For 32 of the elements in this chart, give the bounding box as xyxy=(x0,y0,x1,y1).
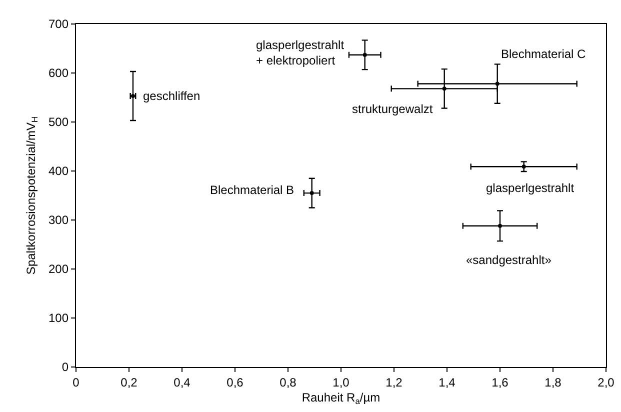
x-tick-label: 2,0 xyxy=(598,376,615,390)
y-tick-label: 400 xyxy=(48,164,69,178)
point xyxy=(310,191,314,196)
annotation: Blechmaterial C xyxy=(501,47,586,61)
x-tick-label: 1,2 xyxy=(386,376,403,390)
y-tick-label: 100 xyxy=(48,311,69,326)
y-tick-label: 300 xyxy=(48,213,69,228)
y-tick-label: 200 xyxy=(48,262,69,276)
annotation: glasperlgestrahlt + elektropoliert xyxy=(256,38,345,68)
annotation: glasperlgestrahlt xyxy=(486,181,575,195)
point xyxy=(442,86,446,91)
point xyxy=(495,82,500,86)
annotation: geschliffen xyxy=(143,89,200,103)
y-tick-label: 0 xyxy=(62,360,69,374)
y-tick-label: 500 xyxy=(48,115,69,130)
annotation: strukturgewalzt xyxy=(352,102,434,116)
x-tick-label: 0,2 xyxy=(120,376,138,390)
point xyxy=(362,52,367,57)
x-axis-title: Rauheit R$_{a}$/µm xyxy=(302,390,380,406)
annotation: «sandgestrahlt» xyxy=(466,253,552,267)
point xyxy=(498,224,502,228)
x-tick-label: 1,0 xyxy=(332,376,350,390)
x-tick-label: 0,8 xyxy=(280,376,297,390)
x-tick-label: 0 xyxy=(72,376,80,390)
x-tick-label: 0,4 xyxy=(174,376,191,390)
y-tick-label: 700 xyxy=(48,17,69,32)
x-tick-label: 1,8 xyxy=(544,376,562,390)
x-tick-label: 0,6 xyxy=(226,376,244,390)
y-tick-label: 600 xyxy=(48,66,69,80)
x-tick-label: 1,6 xyxy=(492,376,509,390)
annotation: Blechmaterial B xyxy=(210,183,294,197)
x-tick-label: 1,4 xyxy=(438,376,456,390)
